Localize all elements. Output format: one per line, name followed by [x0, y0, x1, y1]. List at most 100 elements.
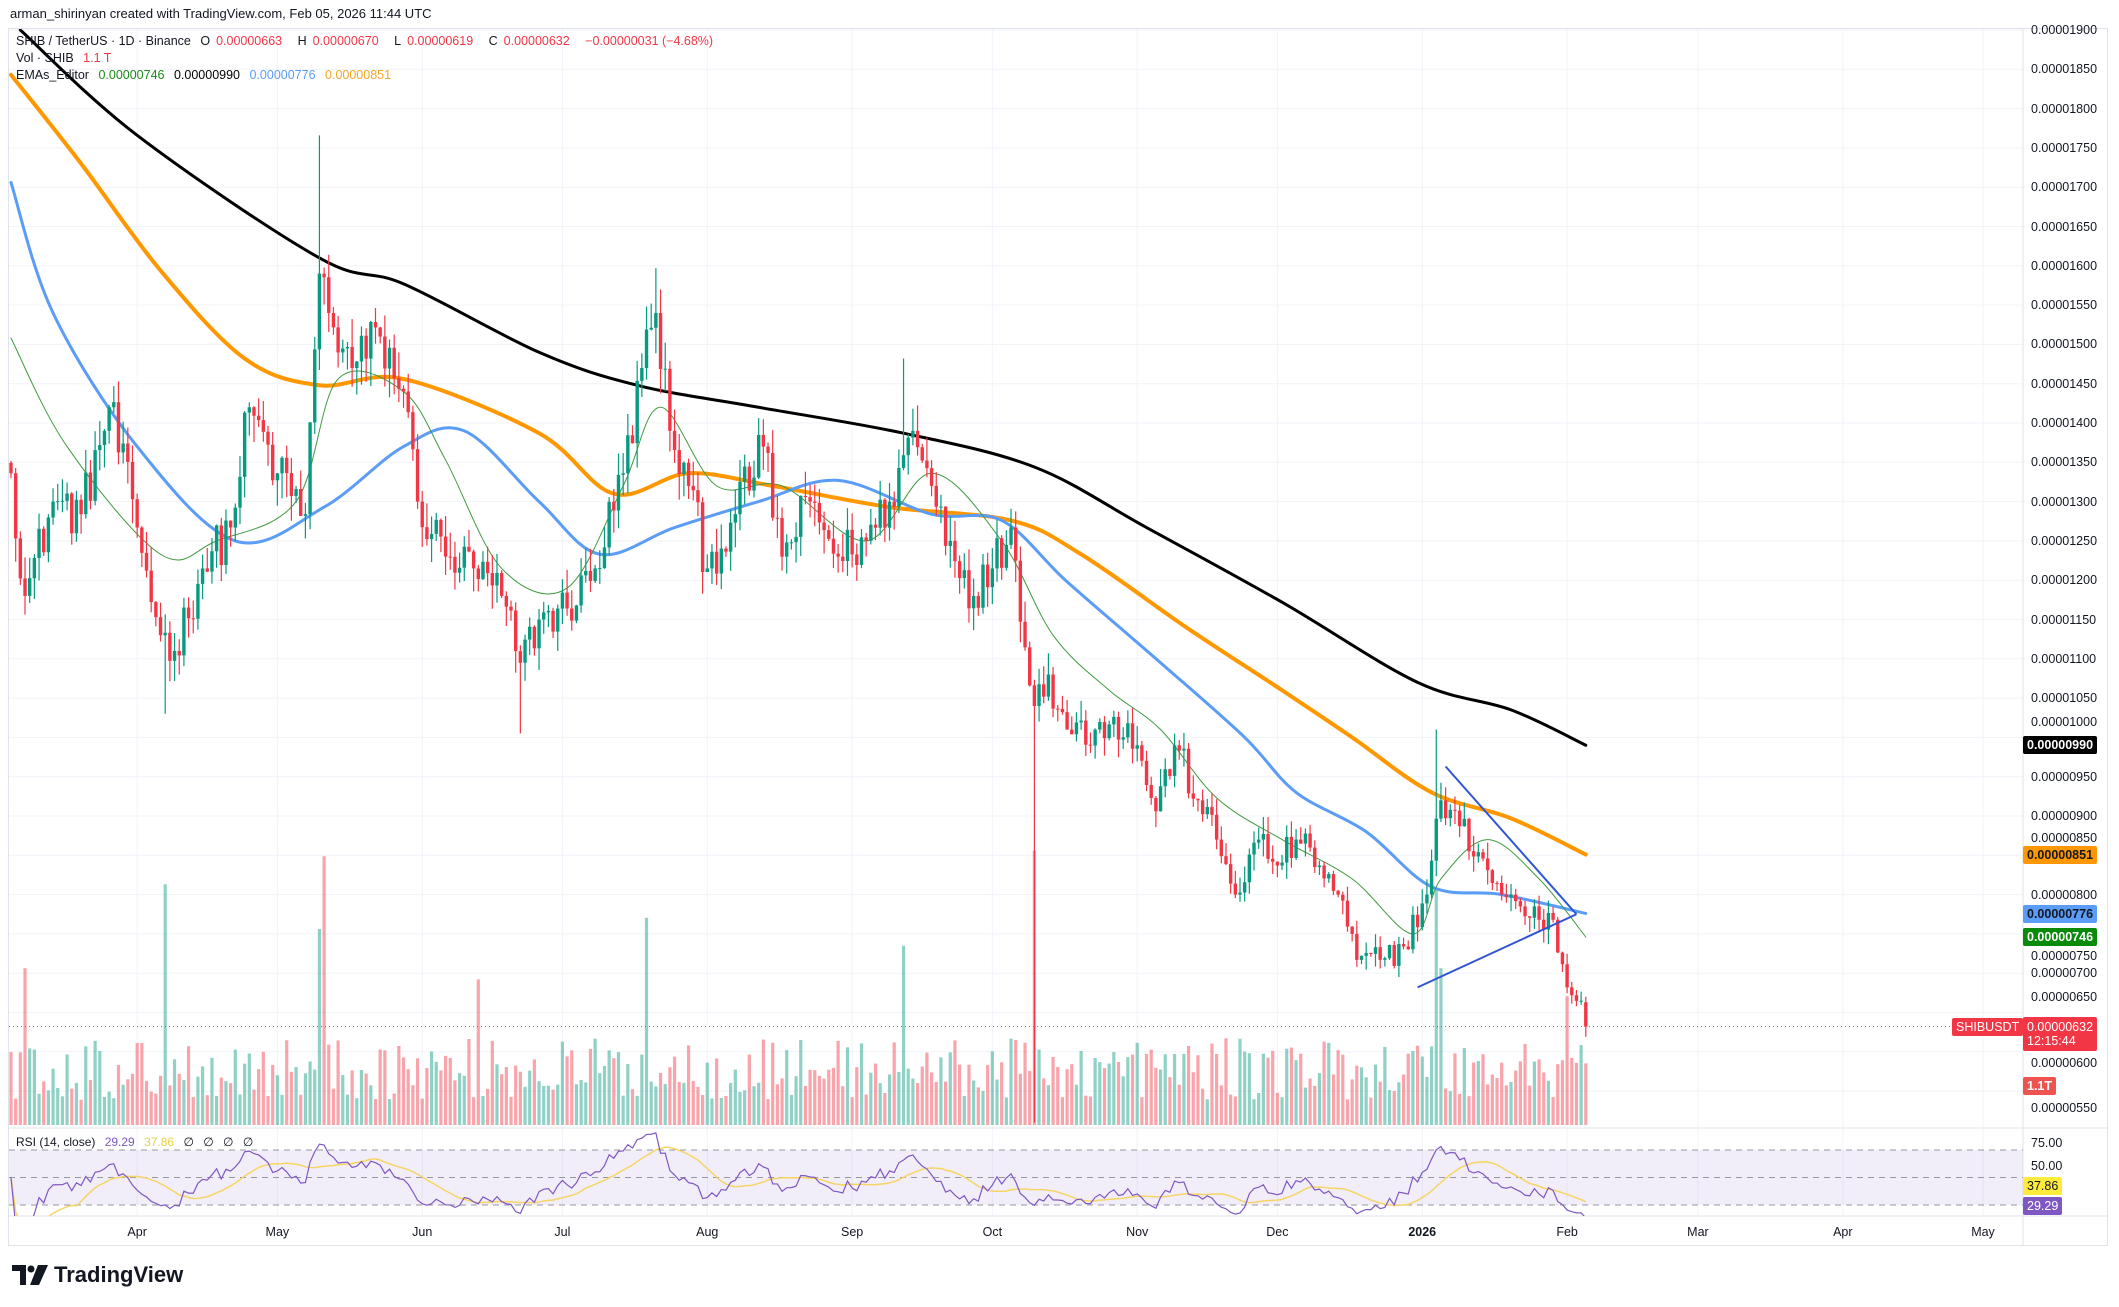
candle-body	[1378, 947, 1382, 960]
candle	[808, 484, 812, 518]
candle	[1420, 889, 1424, 931]
candle	[1383, 956, 1387, 967]
candle-body	[1308, 833, 1312, 848]
candle-body	[869, 524, 873, 541]
rsi-tick-50: 50.00	[2031, 1159, 2063, 1173]
candle	[130, 445, 135, 524]
candle	[1495, 881, 1499, 891]
candle-body	[266, 431, 270, 445]
candle	[1467, 817, 1471, 860]
time-tick: Nov	[1126, 1225, 1149, 1239]
candle-body	[172, 650, 177, 661]
candle	[1205, 798, 1209, 819]
volume-bar	[677, 1081, 681, 1125]
candle-body	[1560, 952, 1565, 965]
volume-bar	[1037, 1049, 1041, 1125]
volume-bar	[719, 1097, 723, 1125]
volume-bar	[808, 1069, 812, 1125]
candle-body	[556, 608, 560, 632]
candle-body	[490, 573, 495, 586]
volume-bar	[130, 1073, 135, 1125]
volume-bar	[598, 1073, 602, 1125]
volume-bar	[771, 1042, 775, 1125]
candle-body	[256, 415, 261, 421]
candle-body	[686, 462, 691, 486]
candle	[392, 334, 396, 395]
volume-bar	[542, 1086, 546, 1125]
symbol-legend: SHIB / TetherUS · 1D · Binance O 0.000006…	[16, 34, 719, 48]
volume-bar	[1308, 1078, 1312, 1125]
volume-bar	[1359, 1067, 1364, 1125]
candle	[345, 341, 350, 370]
candle	[1476, 843, 1481, 863]
volume-label[interactable]: Vol · SHIB	[16, 51, 74, 65]
volume-bar	[1158, 1069, 1163, 1125]
candle	[32, 554, 37, 599]
tradingview-logo[interactable]: TradingView	[12, 1262, 183, 1288]
candle	[1065, 699, 1069, 730]
volume-bar	[383, 1050, 387, 1125]
candle	[920, 443, 924, 463]
volume-bar	[682, 1082, 686, 1125]
candle	[219, 517, 223, 582]
candle	[640, 353, 644, 397]
volume-bar	[1472, 1062, 1476, 1125]
volume-bar	[486, 1088, 490, 1125]
volume-bar	[1280, 1097, 1284, 1125]
candle	[1378, 936, 1382, 969]
price-tick: 0.00001850	[2031, 62, 2098, 77]
symbol-title[interactable]: SHIB / TetherUS · 1D · Binance	[16, 34, 191, 48]
candle	[163, 614, 167, 714]
candle-body	[1411, 914, 1415, 950]
candle	[1228, 853, 1233, 894]
volume-bar	[443, 1055, 448, 1125]
candle	[1140, 740, 1144, 767]
volume-bar	[500, 1074, 504, 1125]
volume-bar	[481, 1096, 485, 1125]
ema-legend: EMAs_Editor 0.00000746 0.00000990 0.0000…	[16, 68, 397, 82]
open-value: 0.00000663	[216, 34, 283, 48]
candle	[1317, 860, 1322, 875]
rsi-label[interactable]: RSI (14, close)	[16, 1135, 96, 1149]
candle	[644, 306, 649, 380]
volume-bar	[1500, 1062, 1504, 1125]
candle-body	[542, 612, 546, 620]
candle	[1172, 733, 1177, 788]
candle-body	[1233, 883, 1238, 895]
candle	[93, 431, 97, 506]
candle	[542, 601, 546, 634]
volume-bar	[1551, 1097, 1555, 1125]
volume-bar	[154, 1093, 158, 1125]
volume-bar	[841, 1086, 845, 1125]
candle	[448, 532, 452, 570]
candle	[149, 546, 153, 613]
volume-bar	[1196, 1055, 1200, 1125]
candle-body	[1294, 839, 1298, 858]
candle	[836, 543, 840, 573]
candle-body	[1116, 716, 1121, 740]
candle-body	[981, 564, 985, 608]
candle	[373, 308, 378, 344]
candle-body	[1397, 944, 1401, 966]
volume-bar	[1201, 1088, 1205, 1125]
candle-body	[411, 412, 415, 450]
candle-body	[1481, 852, 1485, 859]
candle-body	[1387, 944, 1392, 959]
candle	[584, 548, 588, 583]
volume-bar	[855, 1067, 859, 1125]
candle	[1537, 895, 1541, 933]
candle-body	[1317, 865, 1322, 868]
candle	[588, 548, 593, 593]
candle-body	[1266, 834, 1270, 859]
volume-bar	[275, 1075, 279, 1125]
candle	[654, 268, 658, 354]
candle-body	[93, 450, 97, 501]
ema-label[interactable]: EMAs_Editor	[16, 68, 89, 82]
candle	[1528, 916, 1532, 933]
volume-bar	[1537, 1059, 1541, 1125]
candle	[425, 503, 429, 546]
candle-body	[761, 434, 766, 447]
candle	[56, 483, 60, 511]
price-tick: 0.00001600	[2031, 258, 2098, 273]
